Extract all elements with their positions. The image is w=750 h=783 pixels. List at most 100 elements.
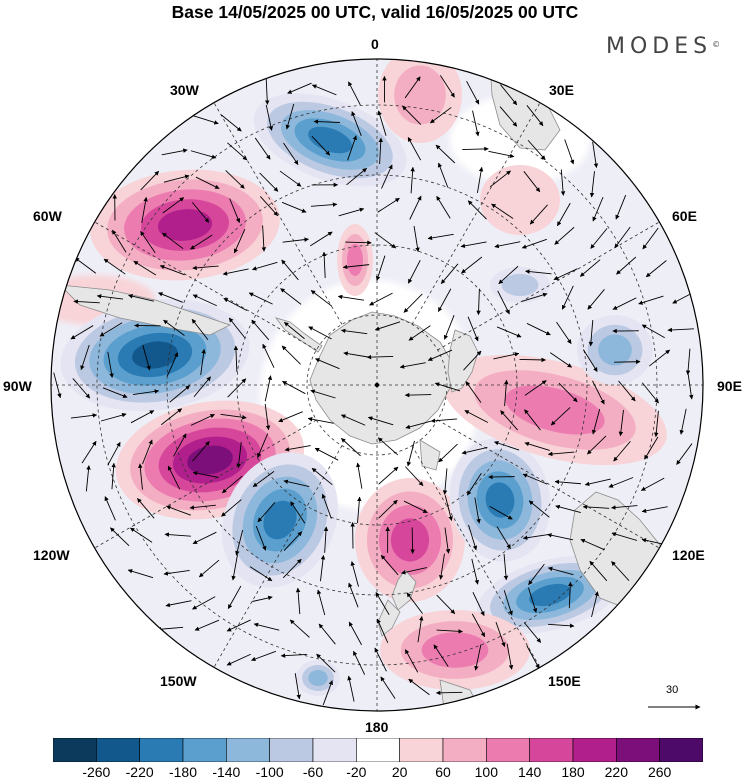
colorbar-tick-label: -260 <box>82 764 111 780</box>
wind-arrow <box>430 107 452 124</box>
wind-arrow <box>294 673 301 700</box>
wind-arrow <box>529 204 548 225</box>
wind-arrow <box>405 420 432 430</box>
wind-arrow <box>110 527 130 547</box>
wind-arrow <box>488 150 515 159</box>
wind-arrow <box>410 166 415 194</box>
wind-arrow <box>591 408 601 435</box>
colorbar-tick-label: -100 <box>255 764 284 780</box>
wind-arrow <box>233 229 246 254</box>
wind-arrow <box>685 348 691 376</box>
wind-arrow <box>310 389 336 399</box>
antarctica <box>309 311 453 445</box>
wind-arrow <box>233 345 239 372</box>
wind-arrow <box>614 359 641 365</box>
wind-arrow <box>259 196 279 217</box>
colorbar-swatch <box>659 738 703 762</box>
wind-arrow <box>582 349 598 373</box>
wind-arrow <box>437 162 449 188</box>
colorbar-swatch <box>356 738 400 762</box>
wind-arrow <box>618 380 636 402</box>
wind-arrow <box>407 136 422 161</box>
wind-arrow <box>262 343 275 368</box>
map-title: Base 14/05/2025 00 UTC, valid 16/05/2025… <box>171 2 579 22</box>
wind-arrow <box>413 225 420 253</box>
wind-arrow <box>226 619 251 632</box>
lon-label-90w: 90W <box>3 378 32 394</box>
wind-arrow <box>163 569 190 576</box>
wind-arrow <box>107 441 121 466</box>
wind-arrow <box>311 135 331 156</box>
wind-arrow <box>130 527 153 543</box>
wind-arrow <box>503 590 513 616</box>
antarctic-coast-east <box>447 329 479 393</box>
wind-arrow <box>435 690 463 696</box>
wind-arrow <box>112 229 127 253</box>
wind-arrow <box>162 197 185 214</box>
wind-arrow <box>587 289 605 310</box>
wind-arrow <box>592 196 604 222</box>
wind-arrow <box>438 553 445 580</box>
wind-arrow <box>140 170 160 191</box>
wind-arrow <box>99 322 123 337</box>
wind-arrow <box>471 613 486 638</box>
wind-arrow <box>80 344 90 371</box>
wind-arrow <box>612 297 637 310</box>
wind-arrow <box>618 409 624 437</box>
wind-arrow <box>356 462 363 489</box>
wind-arrow <box>582 504 610 510</box>
wind-arrow <box>166 505 191 516</box>
wind-arrow <box>380 676 396 699</box>
wind-arrow <box>460 241 487 249</box>
wind-arrow <box>443 315 455 340</box>
colorbar-tick-label: 140 <box>517 764 542 780</box>
wind-arrow <box>282 380 306 395</box>
wind-arrow <box>640 477 665 491</box>
wind-arrow <box>231 554 238 581</box>
lon-label-120e: 120E <box>672 547 705 563</box>
wind-arrow <box>264 403 271 431</box>
wind-arrow <box>159 264 185 276</box>
wind-arrow <box>281 201 307 213</box>
wind-arrow <box>548 623 575 629</box>
wind-arrow <box>498 265 519 284</box>
wind-arrow <box>160 408 183 426</box>
wind-arrow <box>616 256 637 275</box>
wind-arrow <box>140 230 156 254</box>
wind-arrow <box>494 241 521 249</box>
wind-arrow <box>474 644 482 671</box>
wind-arrow <box>584 478 611 487</box>
colorbar-swatch <box>96 738 140 762</box>
wind-arrow <box>521 238 547 249</box>
colorbar-tick-label: 260 <box>647 764 672 780</box>
wind-arrow <box>374 647 387 672</box>
wind-arrow <box>257 433 269 458</box>
wind-arrow <box>102 387 128 398</box>
wind-arrow <box>404 76 421 99</box>
wind-arrow <box>375 255 386 281</box>
wind-arrow <box>589 171 595 198</box>
wind-arrow <box>553 268 578 281</box>
wind-arrow <box>322 680 333 706</box>
wind-arrow <box>316 653 336 673</box>
wind-arrow <box>281 259 299 281</box>
wind-arrow <box>310 202 338 207</box>
wind-arrow <box>589 560 608 582</box>
wind-arrow <box>374 321 401 331</box>
wind-arrow <box>496 326 522 338</box>
wind-arrow <box>104 496 116 521</box>
wind-arrow <box>343 351 370 358</box>
wind-arrow <box>53 372 62 399</box>
globe-outline <box>50 58 704 712</box>
lon-label-180: 180 <box>365 719 389 735</box>
wind-arrow <box>221 475 243 494</box>
wind-arrow <box>503 553 509 581</box>
wind-arrow <box>406 440 415 467</box>
wind-arrow <box>528 563 545 586</box>
wind-arrow <box>74 257 97 274</box>
wind-arrow <box>523 171 541 193</box>
wind-arrow <box>289 619 310 638</box>
wind-arrow <box>555 504 581 513</box>
wind-arrow <box>348 621 362 646</box>
wind-arrow <box>377 197 400 213</box>
